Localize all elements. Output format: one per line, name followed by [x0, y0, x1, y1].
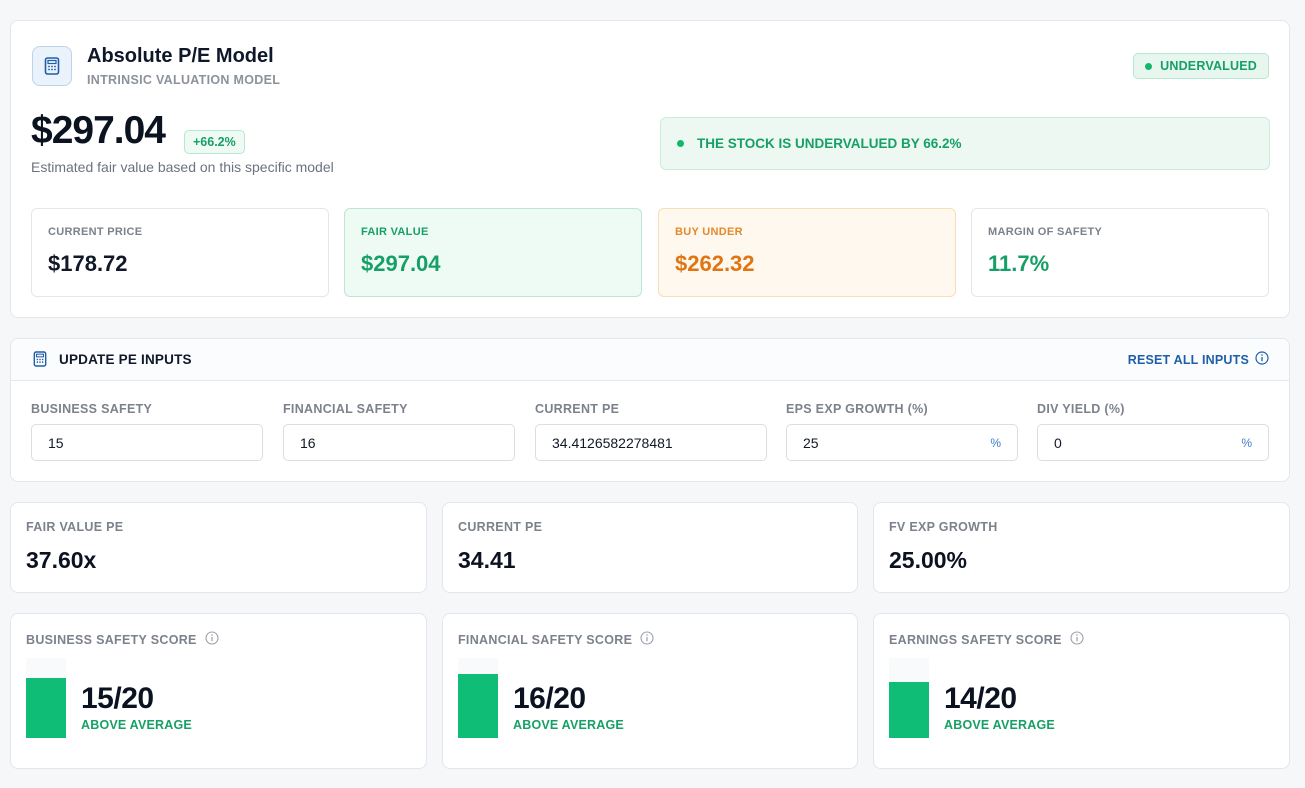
- score-bar: [889, 658, 929, 738]
- score-bar-fill: [26, 678, 66, 738]
- financial-safety-score-card: FINANCIAL SAFETY SCORE 16/20 ABOVE AVERA…: [442, 613, 858, 769]
- metric-buy-under: BUY UNDER $262.32: [658, 208, 956, 297]
- score-label-row: FINANCIAL SAFETY SCORE: [458, 631, 654, 648]
- metric-value: $178.72: [48, 251, 128, 276]
- status-badge: UNDERVALUED: [1133, 53, 1269, 79]
- input-value: 34.4126582278481: [552, 434, 673, 451]
- info-icon[interactable]: [205, 631, 219, 648]
- change-percent-badge: +66.2%: [184, 130, 245, 154]
- score-bar: [26, 658, 66, 738]
- business-safety-input[interactable]: 15: [31, 424, 263, 461]
- score-rating: ABOVE AVERAGE: [513, 718, 624, 732]
- model-subtitle: INTRINSIC VALUATION MODEL: [87, 73, 281, 87]
- metric-label: MARGIN OF SAFETY: [988, 226, 1103, 238]
- score-label: BUSINESS SAFETY SCORE: [26, 632, 197, 647]
- metric-value: $297.04: [361, 251, 441, 276]
- status-dot-icon: [1145, 62, 1153, 70]
- metric-label: BUY UNDER: [675, 226, 743, 238]
- reset-all-inputs-button[interactable]: RESET ALL INPUTS: [1128, 351, 1269, 368]
- earnings-safety-score-card: EARNINGS SAFETY SCORE 14/20 ABOVE AVERAG…: [873, 613, 1290, 769]
- field-label: BUSINESS SAFETY: [31, 402, 153, 416]
- fair-value-caption: Estimated fair value based on this speci…: [31, 159, 334, 175]
- business-safety-score-card: BUSINESS SAFETY SCORE 15/20 ABOVE AVERAG…: [10, 613, 427, 769]
- percent-unit: %: [990, 435, 1001, 450]
- info-icon: [1255, 351, 1269, 368]
- score-bar-fill: [889, 682, 929, 738]
- reset-label: RESET ALL INPUTS: [1127, 352, 1249, 367]
- metric-margin-of-safety: MARGIN OF SAFETY 11.7%: [971, 208, 1269, 297]
- field-label: CURRENT PE: [535, 402, 620, 416]
- current-pe-input[interactable]: 34.4126582278481: [535, 424, 767, 461]
- fair-value-pe-card: FAIR VALUE PE 37.60x: [10, 502, 427, 593]
- business-safety-field: BUSINESS SAFETY 15: [31, 402, 263, 461]
- percent-unit: %: [1241, 435, 1252, 450]
- eps-growth-input[interactable]: 25 %: [786, 424, 1018, 461]
- stat-label: CURRENT PE: [458, 520, 543, 534]
- score-bar: [458, 658, 498, 738]
- verdict-text: THE STOCK IS UNDERVALUED BY 66.2%: [697, 136, 962, 151]
- verdict-dot-icon: [677, 140, 684, 147]
- fair-value-headline: $297.04: [31, 109, 166, 152]
- metric-fair-value: FAIR VALUE $297.04: [344, 208, 642, 297]
- score-value: 15/20: [81, 682, 154, 715]
- calculator-icon: [32, 46, 72, 86]
- score-bar-fill: [458, 674, 498, 738]
- metric-label: FAIR VALUE: [361, 226, 429, 238]
- metric-value: 11.7%: [988, 251, 1050, 276]
- info-icon[interactable]: [1070, 631, 1084, 648]
- financial-safety-input[interactable]: 16: [283, 424, 515, 461]
- stat-label: FAIR VALUE PE: [26, 520, 124, 534]
- field-label: EPS EXP GROWTH (%): [786, 402, 928, 416]
- field-label: DIV YIELD (%): [1037, 402, 1125, 416]
- model-title: Absolute P/E Model: [87, 45, 274, 67]
- stat-value: 34.41: [458, 547, 516, 573]
- input-value: 0: [1054, 434, 1062, 451]
- current-pe-card: CURRENT PE 34.41: [442, 502, 858, 593]
- pe-inputs-card: UPDATE PE INPUTS RESET ALL INPUTS BUSINE…: [10, 338, 1290, 482]
- score-label: EARNINGS SAFETY SCORE: [889, 632, 1062, 647]
- metric-label: CURRENT PRICE: [48, 226, 143, 238]
- input-value: 25: [803, 434, 819, 451]
- stat-value: 25.00%: [889, 547, 968, 573]
- input-value: 16: [300, 434, 316, 451]
- stat-label: FV EXP GROWTH: [889, 520, 998, 534]
- score-rating: ABOVE AVERAGE: [81, 718, 192, 732]
- status-badge-label: UNDERVALUED: [1160, 59, 1257, 73]
- inputs-title: UPDATE PE INPUTS: [59, 352, 192, 367]
- inputs-header: UPDATE PE INPUTS RESET ALL INPUTS: [11, 339, 1289, 381]
- field-label: FINANCIAL SAFETY: [283, 402, 408, 416]
- current-pe-field: CURRENT PE 34.4126582278481: [535, 402, 767, 461]
- eps-growth-field: EPS EXP GROWTH (%) 25 %: [786, 402, 1018, 461]
- valuation-verdict: THE STOCK IS UNDERVALUED BY 66.2%: [660, 117, 1270, 170]
- score-label-row: EARNINGS SAFETY SCORE: [889, 631, 1084, 648]
- fv-exp-growth-card: FV EXP GROWTH 25.00%: [873, 502, 1290, 593]
- div-yield-input[interactable]: 0 %: [1037, 424, 1269, 461]
- metric-value: $262.32: [675, 251, 755, 276]
- input-value: 15: [48, 434, 64, 451]
- score-rating: ABOVE AVERAGE: [944, 718, 1055, 732]
- stat-value: 37.60x: [26, 547, 97, 573]
- score-label-row: BUSINESS SAFETY SCORE: [26, 631, 219, 648]
- metric-current-price: CURRENT PRICE $178.72: [31, 208, 329, 297]
- calculator-icon: [33, 351, 47, 372]
- financial-safety-field: FINANCIAL SAFETY 16: [283, 402, 515, 461]
- div-yield-field: DIV YIELD (%) 0 %: [1037, 402, 1269, 461]
- score-label: FINANCIAL SAFETY SCORE: [458, 632, 633, 647]
- score-value: 14/20: [944, 682, 1017, 715]
- valuation-model-card: Absolute P/E Model INTRINSIC VALUATION M…: [10, 20, 1290, 318]
- info-icon[interactable]: [640, 631, 654, 648]
- score-value: 16/20: [513, 682, 586, 715]
